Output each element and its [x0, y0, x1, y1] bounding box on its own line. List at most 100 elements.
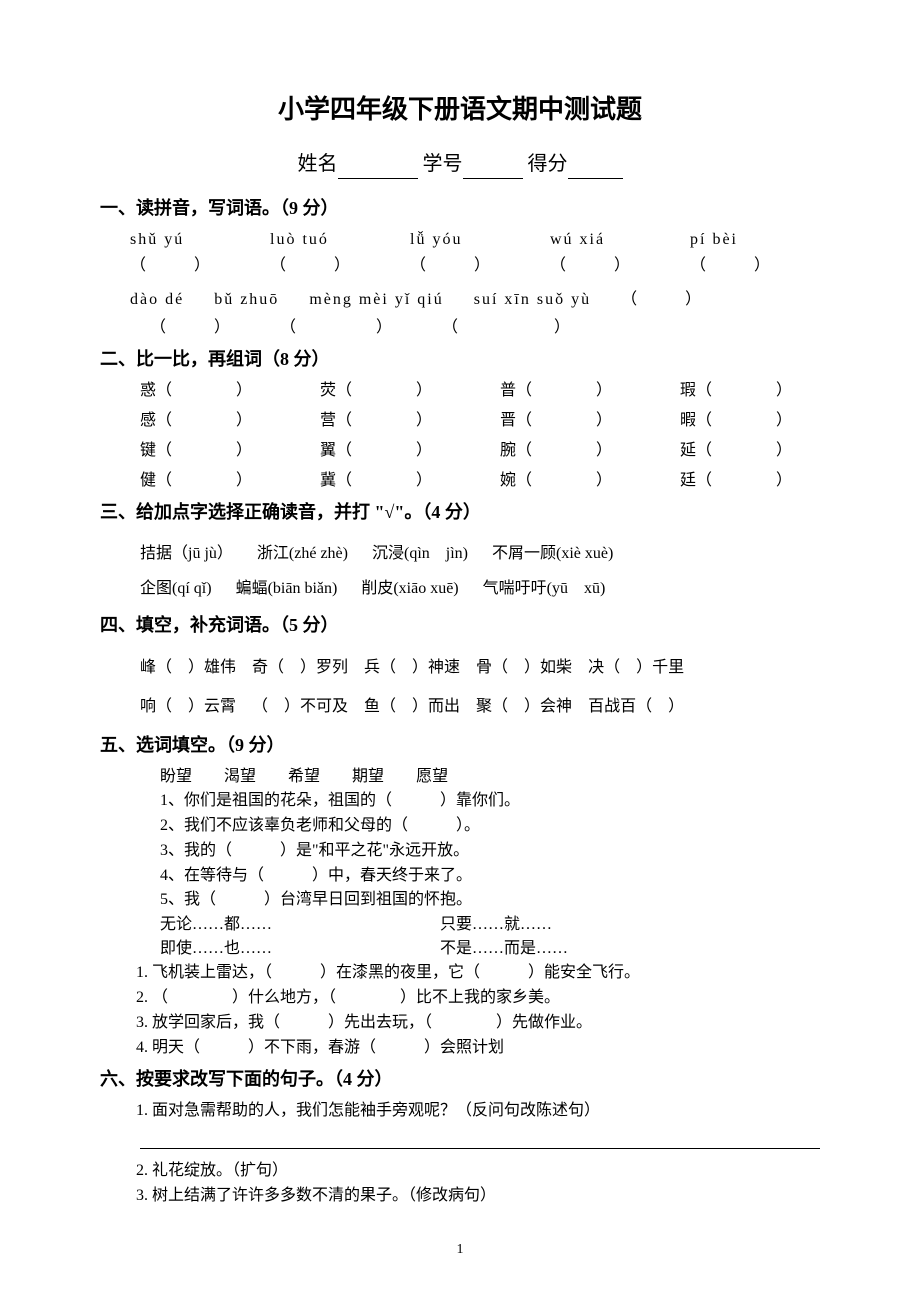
compare-row: 健（ ） 冀（ ） 婉（ ） 廷（ ）: [140, 469, 820, 493]
name-blank[interactable]: [338, 155, 418, 179]
compare-item[interactable]: 键（ ）: [140, 439, 290, 463]
conjunction-row: 无论……都…… 只要……就……: [160, 913, 820, 937]
conjunction-item: 只要……就……: [440, 913, 552, 937]
page-title: 小学四年级下册语文期中测试题: [100, 90, 820, 129]
compare-item[interactable]: 感（ ）: [140, 409, 290, 433]
pinyin-text: luò tuó: [270, 228, 370, 252]
rewrite-item: 1. 面对急需帮助的人，我们怎能袖手旁观呢？（反问句改陈述句）: [136, 1099, 820, 1124]
compare-item[interactable]: 瑕（ ）: [680, 379, 830, 403]
compare-item[interactable]: 健（ ）: [140, 469, 290, 493]
fill-item[interactable]: 兵（ ）神速: [364, 659, 460, 676]
sentence-item[interactable]: 2. （ ）什么地方，（ ）比不上我的家乡美。: [136, 986, 820, 1011]
rewrite-items: 2. 礼花绽放。（扩句） 3. 树上结满了许许多多数不清的果子。（修改病句）: [136, 1159, 820, 1209]
pronunciation-item[interactable]: 削皮(xiāo xuē): [361, 580, 458, 597]
compare-row: 感（ ） 营（ ） 晋（ ） 暇（ ）: [140, 409, 820, 433]
pronunciation-item[interactable]: 企图(qí qǐ): [140, 580, 212, 597]
pronunciation-item[interactable]: 浙江(zhé zhè): [257, 545, 348, 562]
fill-item[interactable]: 决（ ）千里: [588, 659, 684, 676]
word-choice: 希望: [288, 768, 320, 785]
word-choice: 愿望: [416, 768, 448, 785]
page-number: 1: [100, 1239, 820, 1260]
answer-blank[interactable]: （ ）: [621, 288, 701, 312]
sentence-item[interactable]: 2、我们不应该辜负老师和父母的（ ）。: [160, 814, 820, 839]
word-choice: 渴望: [224, 768, 256, 785]
pronunciation-item[interactable]: 蝙蝠(biān biǎn): [236, 580, 338, 597]
compare-item[interactable]: 婉（ ）: [500, 469, 650, 493]
conjunction-row: 即使……也…… 不是……而是……: [160, 937, 820, 961]
pinyin-item: luò tuó （ ）: [270, 228, 370, 278]
answer-blank[interactable]: （ ）: [130, 254, 230, 278]
blank-row-2: （ ） （ ） （ ）: [150, 316, 820, 340]
compare-item[interactable]: 营（ ）: [320, 409, 470, 433]
compare-item[interactable]: 普（ ）: [500, 379, 650, 403]
sentence-item[interactable]: 4、在等待与（ ）中，春天终于来了。: [160, 864, 820, 889]
pinyin-item: pí bèi （ ）: [690, 228, 790, 278]
fill-item[interactable]: 奇（ ）罗列: [252, 659, 348, 676]
answer-blank[interactable]: （ ）: [410, 254, 510, 278]
rewrite-item: 3. 树上结满了许许多多数不清的果子。（修改病句）: [136, 1184, 820, 1209]
pinyin-item: wú xiá （ ）: [550, 228, 650, 278]
score-blank[interactable]: [568, 155, 623, 179]
compare-item[interactable]: 暇（ ）: [680, 409, 830, 433]
rewrite-items: 1. 面对急需帮助的人，我们怎能袖手旁观呢？（反问句改陈述句）: [136, 1099, 820, 1124]
pinyin-text: bǔ zhuō: [214, 288, 279, 312]
pronunciation-item[interactable]: 沉浸(qìn jìn): [372, 545, 468, 562]
fill-sentences-2: 1. 飞机装上雷达，（ ）在漆黑的夜里，它（ ）能安全飞行。 2. （ ）什么地…: [136, 961, 820, 1060]
conjunction-item: 即使……也……: [160, 937, 440, 961]
pinyin-text: lǚ yóu: [410, 228, 510, 252]
compare-item[interactable]: 腕（ ）: [500, 439, 650, 463]
compare-item[interactable]: 延（ ）: [680, 439, 830, 463]
sentence-item[interactable]: 5、我（ ）台湾早日回到祖国的怀抱。: [160, 888, 820, 913]
fill-item[interactable]: 百战百（ ）: [588, 698, 684, 715]
word-choice: 盼望: [160, 768, 192, 785]
sentence-item[interactable]: 1、你们是祖国的花朵，祖国的（ ）靠你们。: [160, 789, 820, 814]
fill-item[interactable]: 响（ ）云霄: [140, 698, 236, 715]
sentence-item[interactable]: 4. 明天（ ）不下雨，春游（ ）会照计划: [136, 1036, 820, 1061]
section-4-title: 四、填空，补充词语。（5 分）: [100, 612, 820, 639]
compare-row: 惑（ ） 荧（ ） 普（ ） 瑕（ ）: [140, 379, 820, 403]
pronunciation-item[interactable]: 气喘吁吁(yū xū): [483, 580, 606, 597]
sentence-item[interactable]: 1. 飞机装上雷达，（ ）在漆黑的夜里，它（ ）能安全飞行。: [136, 961, 820, 986]
fill-item[interactable]: 鱼（ ）而出: [364, 698, 460, 715]
id-label: 学号: [423, 153, 463, 175]
compare-item[interactable]: 荧（ ）: [320, 379, 470, 403]
answer-blank[interactable]: （ ）: [442, 316, 570, 340]
fill-sentences-1: 1、你们是祖国的花朵，祖国的（ ）靠你们。 2、我们不应该辜负老师和父母的（ ）…: [160, 789, 820, 913]
compare-item[interactable]: 廷（ ）: [680, 469, 830, 493]
pronunciation-item[interactable]: 不屑一顾(xiè xuè): [492, 545, 613, 562]
answer-blank[interactable]: （ ）: [150, 316, 230, 340]
compare-item[interactable]: 惑（ ）: [140, 379, 290, 403]
fill-item[interactable]: （ ）不可及: [252, 698, 348, 715]
word-choice: 期望: [352, 768, 384, 785]
answer-line[interactable]: [140, 1148, 820, 1149]
word-choices: 盼望 渴望 希望 期望 愿望: [160, 765, 820, 789]
answer-blank[interactable]: （ ）: [550, 254, 650, 278]
section-3-title: 三、给加点字选择正确读音，并打 "√"。（4 分）: [100, 499, 820, 526]
answer-blank[interactable]: （ ）: [690, 254, 790, 278]
answer-blank[interactable]: （ ）: [280, 316, 392, 340]
section-6-title: 六、按要求改写下面的句子。（4 分）: [100, 1066, 820, 1093]
sentence-item[interactable]: 3、我的（ ）是"和平之花"永远开放。: [160, 839, 820, 864]
rewrite-item: 2. 礼花绽放。（扩句）: [136, 1159, 820, 1184]
compare-item[interactable]: 晋（ ）: [500, 409, 650, 433]
fill-item[interactable]: 聚（ ）会神: [476, 698, 572, 715]
answer-blank[interactable]: （ ）: [270, 254, 370, 278]
pinyin-text: mèng mèi yǐ qiú: [309, 288, 443, 312]
pronunciation-item[interactable]: 拮据（jū jù）: [140, 545, 233, 562]
fill-item[interactable]: 骨（ ）如柴: [476, 659, 572, 676]
pinyin-row-1: shǔ yú （ ） luò tuó （ ） lǚ yóu （ ） wú xiá…: [130, 228, 820, 278]
pinyin-text: suí xīn suǒ yù: [474, 288, 591, 312]
compare-item[interactable]: 翼（ ）: [320, 439, 470, 463]
fill-item[interactable]: 峰（ ）雄伟: [140, 659, 236, 676]
pinyin-text: pí bèi: [690, 228, 790, 252]
id-blank[interactable]: [463, 155, 523, 179]
sentence-item[interactable]: 3. 放学回家后，我（ ）先出去玩，（ ）先做作业。: [136, 1011, 820, 1036]
section-5-title: 五、选词填空。（9 分）: [100, 732, 820, 759]
compare-item[interactable]: 冀（ ）: [320, 469, 470, 493]
section-3-content: 拮据（jū jù） 浙江(zhé zhè) 沉浸(qìn jìn) 不屑一顾(x…: [140, 536, 820, 606]
compare-row: 键（ ） 翼（ ） 腕（ ） 延（ ）: [140, 439, 820, 463]
pinyin-item: lǚ yóu （ ）: [410, 228, 510, 278]
student-info-line: 姓名 学号 得分: [100, 149, 820, 179]
pinyin-row-2: dào dé bǔ zhuō mèng mèi yǐ qiú suí xīn s…: [130, 288, 820, 312]
section-2-title: 二、比一比，再组词（8 分）: [100, 346, 820, 373]
